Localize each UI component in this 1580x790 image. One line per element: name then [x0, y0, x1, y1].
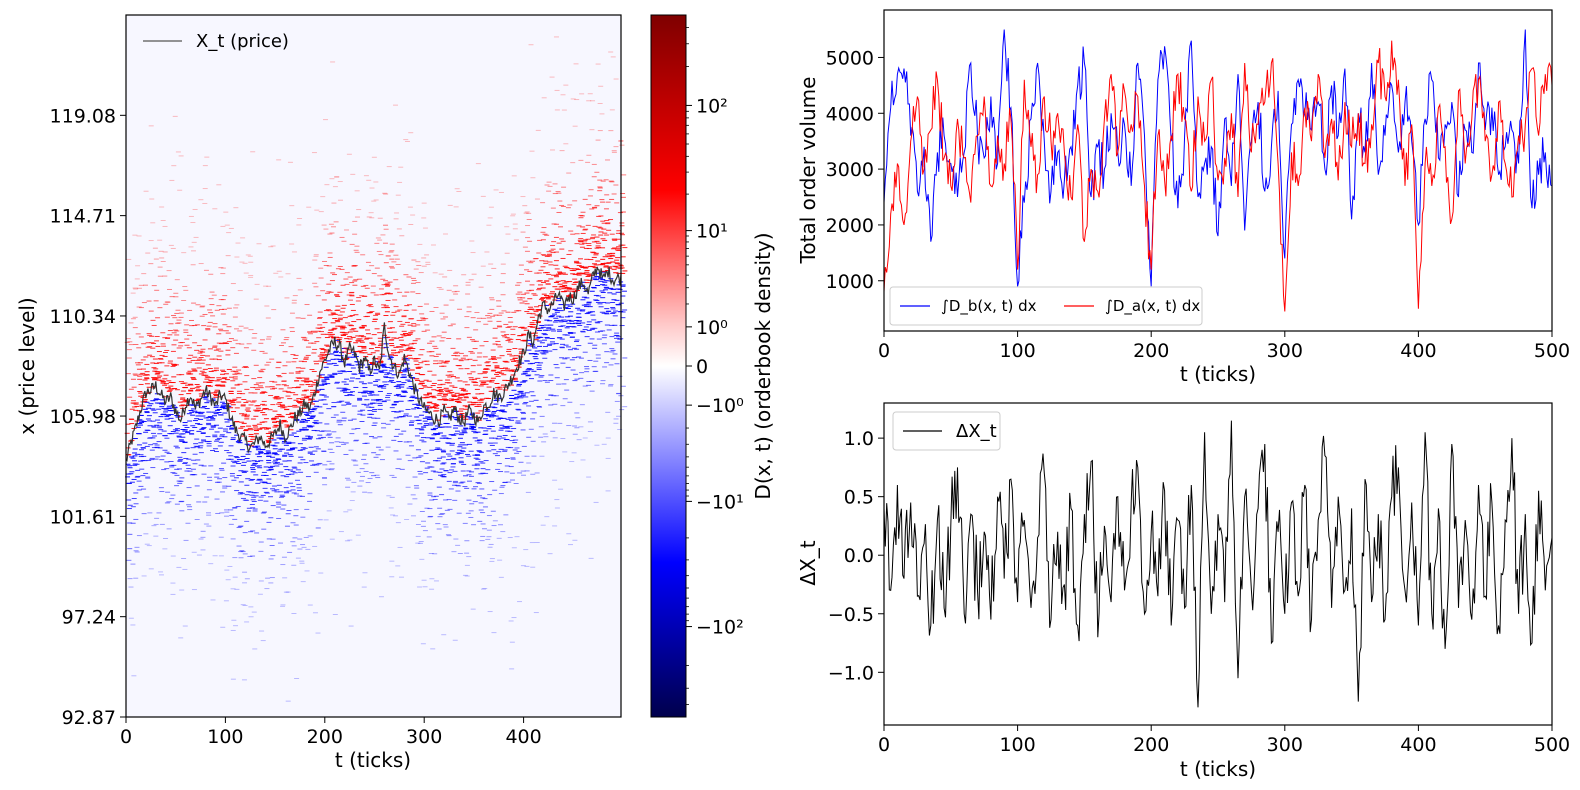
colorbar-tick-label: 10¹ [696, 221, 728, 243]
heatmap-x-ticks: 0 100 200 300 400 [120, 717, 542, 748]
volume-y-tick-label: 2000 [826, 215, 874, 237]
ask-legend-label: ∫D_a(x, t) dx [1105, 297, 1200, 316]
price-path-line [125, 266, 622, 462]
increment-y-tick-label: 1.0 [844, 428, 874, 450]
increment-x-tick-label: 200 [1133, 734, 1169, 756]
volume-legend: ∫D_b(x, t) dx ∫D_a(x, t) dx [889, 286, 1203, 326]
increment-frame [883, 402, 1553, 726]
heatmap-legend-label: X_t (price) [196, 31, 289, 52]
increment-y-tick-label: 0.5 [844, 487, 874, 509]
volume-x-tick-label: 300 [1267, 340, 1303, 362]
increment-x-tick-label: 0 [878, 734, 890, 756]
delta-x-line [883, 420, 1553, 708]
increment-y-ticks: −1.0 −0.5 0.0 0.5 1.0 [828, 428, 884, 684]
bid-legend-label: ∫D_b(x, t) dx [941, 297, 1037, 316]
volume-plot-area [884, 10, 1552, 331]
increment-y-tick-label: 0.0 [844, 545, 874, 567]
volume-y-axis-label: Total order volume [796, 77, 820, 265]
volume-y-ticks: 1000 2000 3000 4000 5000 [826, 47, 884, 293]
colorbar: 10² 10¹ 10⁰ 0 −10⁰ −10¹ −10² D(x, t) (orderboo… [650, 14, 775, 718]
colorbar-tick-label: −10⁰ [696, 395, 744, 417]
heatmap-x-tick-label: 200 [307, 726, 343, 748]
volume-x-tick-label: 0 [878, 340, 890, 362]
heatmap-x-tick-label: 300 [406, 726, 442, 748]
heatmap-y-tick-label: 97.24 [62, 607, 116, 629]
heatmap-y-tick-label: 119.08 [50, 105, 116, 127]
heatmap-marks [124, 36, 628, 702]
increment-legend-label: ΔX_t [956, 421, 997, 442]
volume-x-tick-label: 400 [1400, 340, 1436, 362]
increment-x-tick-label: 100 [999, 734, 1035, 756]
colorbar-tick-label: −10² [696, 617, 744, 639]
increment-legend: ΔX_t [892, 411, 1001, 451]
increment-x-tick-label: 400 [1400, 734, 1436, 756]
volume-y-tick-label: 3000 [826, 159, 874, 181]
volume-x-tick-label: 100 [999, 340, 1035, 362]
volume-legend-box [889, 286, 1203, 326]
heatmap-plot-area [126, 15, 621, 717]
increment-x-tick-label: 300 [1267, 734, 1303, 756]
heatmap-y-tick-label: 101.61 [50, 506, 116, 528]
increment-x-tick-label: 500 [1534, 734, 1570, 756]
increment-x-axis-label: t (ticks) [1180, 757, 1256, 781]
increment-panel: −1.0 −0.5 0.0 0.5 1.0 0 100 200 300 400 500 t (ti… [796, 402, 1570, 781]
volume-panel: 1000 2000 3000 4000 5000 0 100 200 300 400 500 t … [796, 9, 1570, 386]
heatmap-legend: X_t (price) [143, 31, 289, 52]
colorbar-tick-label: 0 [696, 356, 708, 378]
volume-x-axis-label: t (ticks) [1180, 362, 1256, 386]
increment-y-tick-label: −1.0 [828, 662, 874, 684]
heatmap-x-axis-label: t (ticks) [335, 748, 411, 772]
colorbar-gradient [650, 14, 687, 718]
colorbar-label: D(x, t) (orderbook density) [751, 232, 775, 499]
heatmap-y-tick-label: 105.98 [50, 406, 116, 428]
heatmap-y-ticks: 92.87 97.24 101.61 105.98 110.34 114.71 119.08 [50, 105, 126, 729]
volume-x-tick-label: 200 [1133, 340, 1169, 362]
volume-x-tick-label: 500 [1534, 340, 1570, 362]
heatmap-x-tick-label: 100 [207, 726, 243, 748]
heatmap-y-tick-label: 92.87 [62, 707, 116, 729]
heatmap-y-axis-label: x (price level) [15, 297, 39, 435]
increment-y-tick-label: −0.5 [828, 604, 874, 626]
increment-legend-box [892, 411, 1001, 451]
heatmap-y-tick-label: 114.71 [50, 206, 116, 228]
increment-y-axis-label: ΔX_t [796, 540, 820, 585]
volume-y-tick-label: 1000 [826, 271, 874, 293]
heatmap-x-tick-label: 400 [505, 726, 541, 748]
colorbar-tick-label: 10² [696, 95, 728, 117]
heatmap-panel: 92.87 97.24 101.61 105.98 110.34 114.71 119.08… [15, 14, 628, 772]
colorbar-tick-label: 10⁰ [696, 317, 728, 339]
heatmap-x-tick-label: 0 [120, 726, 132, 748]
colorbar-tick-label: −10¹ [696, 491, 744, 513]
bid-volume-line [883, 29, 1553, 287]
volume-x-ticks: 0 100 200 300 400 500 [878, 331, 1570, 362]
ask-volume-line [883, 40, 1553, 312]
volume-frame [883, 9, 1553, 332]
heatmap-frame [125, 14, 622, 718]
colorbar-ticks: 10² 10¹ 10⁰ 0 −10⁰ −10¹ −10² [686, 27, 744, 705]
heatmap-y-tick-label: 110.34 [50, 306, 116, 328]
volume-y-tick-label: 5000 [826, 47, 874, 69]
volume-y-tick-label: 4000 [826, 103, 874, 125]
increment-x-ticks: 0 100 200 300 400 500 [878, 725, 1570, 756]
